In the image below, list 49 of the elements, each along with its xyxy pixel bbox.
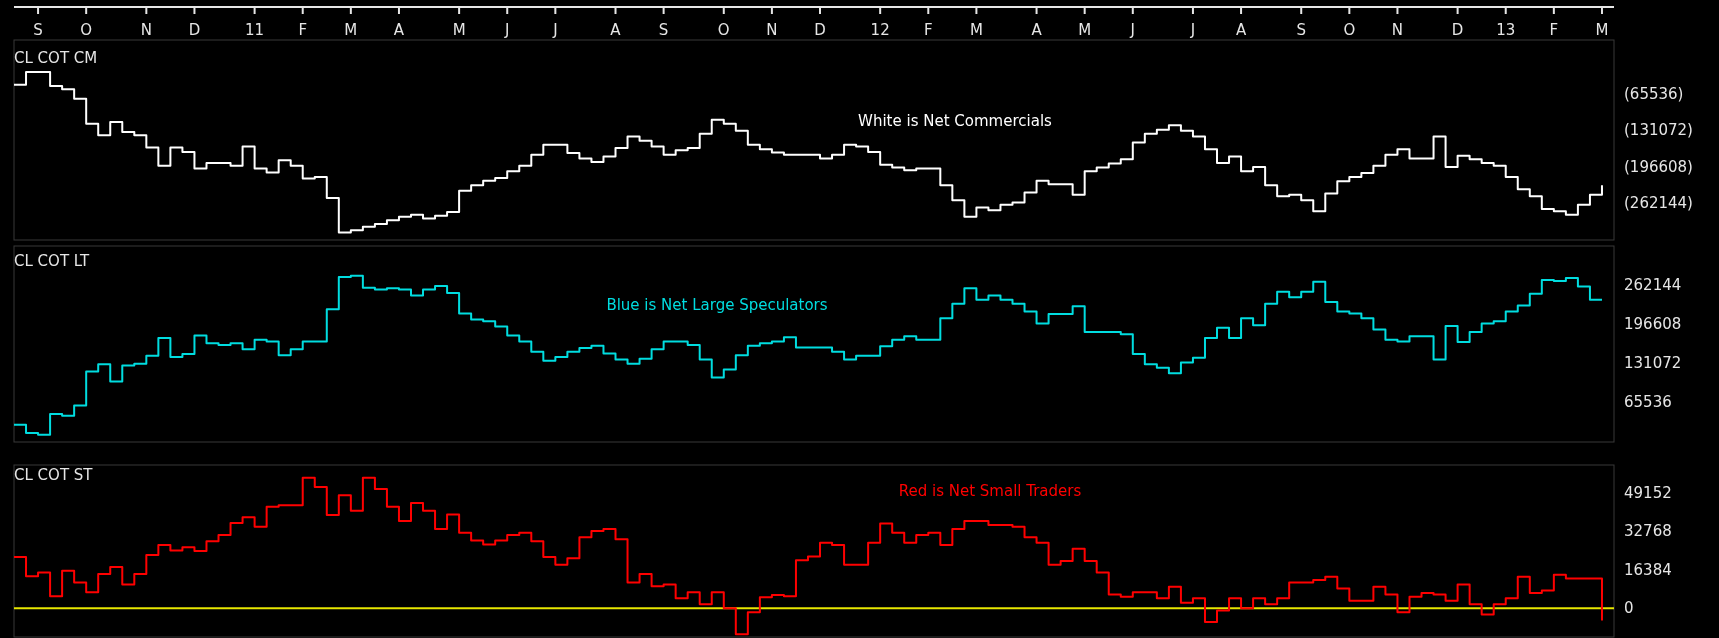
y-tick-label: 49152 (1624, 484, 1672, 503)
annotation: Blue is Net Large Speculators (606, 295, 828, 314)
y-tick-label: 262144 (1624, 275, 1682, 294)
x-tick-label: O (1343, 20, 1356, 39)
x-tick-label: F (1549, 20, 1559, 39)
x-tick-label: M (1078, 20, 1092, 39)
x-tick-label: M (1595, 20, 1609, 39)
x-tick-label: M (344, 20, 358, 39)
x-tick-label: N (140, 20, 152, 39)
y-tick-label: 131072 (1624, 354, 1682, 373)
y-tick-label: 65536 (1624, 393, 1672, 412)
x-tick-label: J (1129, 20, 1136, 39)
annotation: Red is Net Small Traders (898, 481, 1082, 500)
x-tick-label: 12 (870, 20, 890, 39)
x-tick-label: D (814, 20, 826, 39)
y-tick-label: (131072) (1624, 121, 1693, 140)
x-tick-label: F (923, 20, 933, 39)
x-tick-label: O (717, 20, 730, 39)
x-tick-label: D (1451, 20, 1464, 39)
x-tick-label: S (33, 20, 43, 39)
text: CL COT CM (14, 48, 98, 67)
x-tick-label: A (610, 20, 622, 39)
chart-title: CL COT ST (14, 465, 94, 484)
y-tick-label: 16384 (1624, 560, 1672, 579)
y-tick-label: 32768 (1624, 522, 1672, 541)
annotation: White is Net Commercials (858, 111, 1053, 130)
x-tick-label: M (969, 20, 983, 39)
chart-title: CL COT LT (14, 251, 91, 270)
x-tick-label: F (298, 20, 308, 39)
x-tick-label: J (552, 20, 558, 39)
y-tick-label: (65536) (1624, 85, 1684, 104)
x-tick-label: A (1235, 20, 1247, 39)
x-tick-label: J (1189, 20, 1196, 39)
x-tick-label: M (452, 20, 466, 39)
x-tick-label: 13 (1496, 20, 1516, 39)
x-tick-label: N (1391, 20, 1404, 39)
x-tick-label: S (1296, 20, 1306, 39)
x-tick-label: N (766, 20, 778, 39)
x-tick-label: S (658, 20, 669, 39)
x-tick-label: 11 (245, 20, 265, 39)
y-tick-label: (196608) (1624, 157, 1693, 176)
y-tick-label: (262144) (1624, 194, 1693, 213)
y-tick-label: 196608 (1624, 314, 1682, 333)
x-tick-label: J (504, 20, 510, 39)
x-tick-label: A (1031, 20, 1043, 39)
x-tick-label: D (188, 20, 201, 39)
x-tick-label: A (393, 20, 405, 39)
x-tick-label: O (80, 20, 93, 39)
y-tick-label: 0 (1624, 598, 1634, 617)
